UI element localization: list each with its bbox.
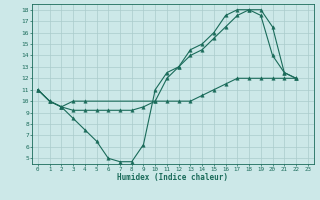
X-axis label: Humidex (Indice chaleur): Humidex (Indice chaleur)	[117, 173, 228, 182]
